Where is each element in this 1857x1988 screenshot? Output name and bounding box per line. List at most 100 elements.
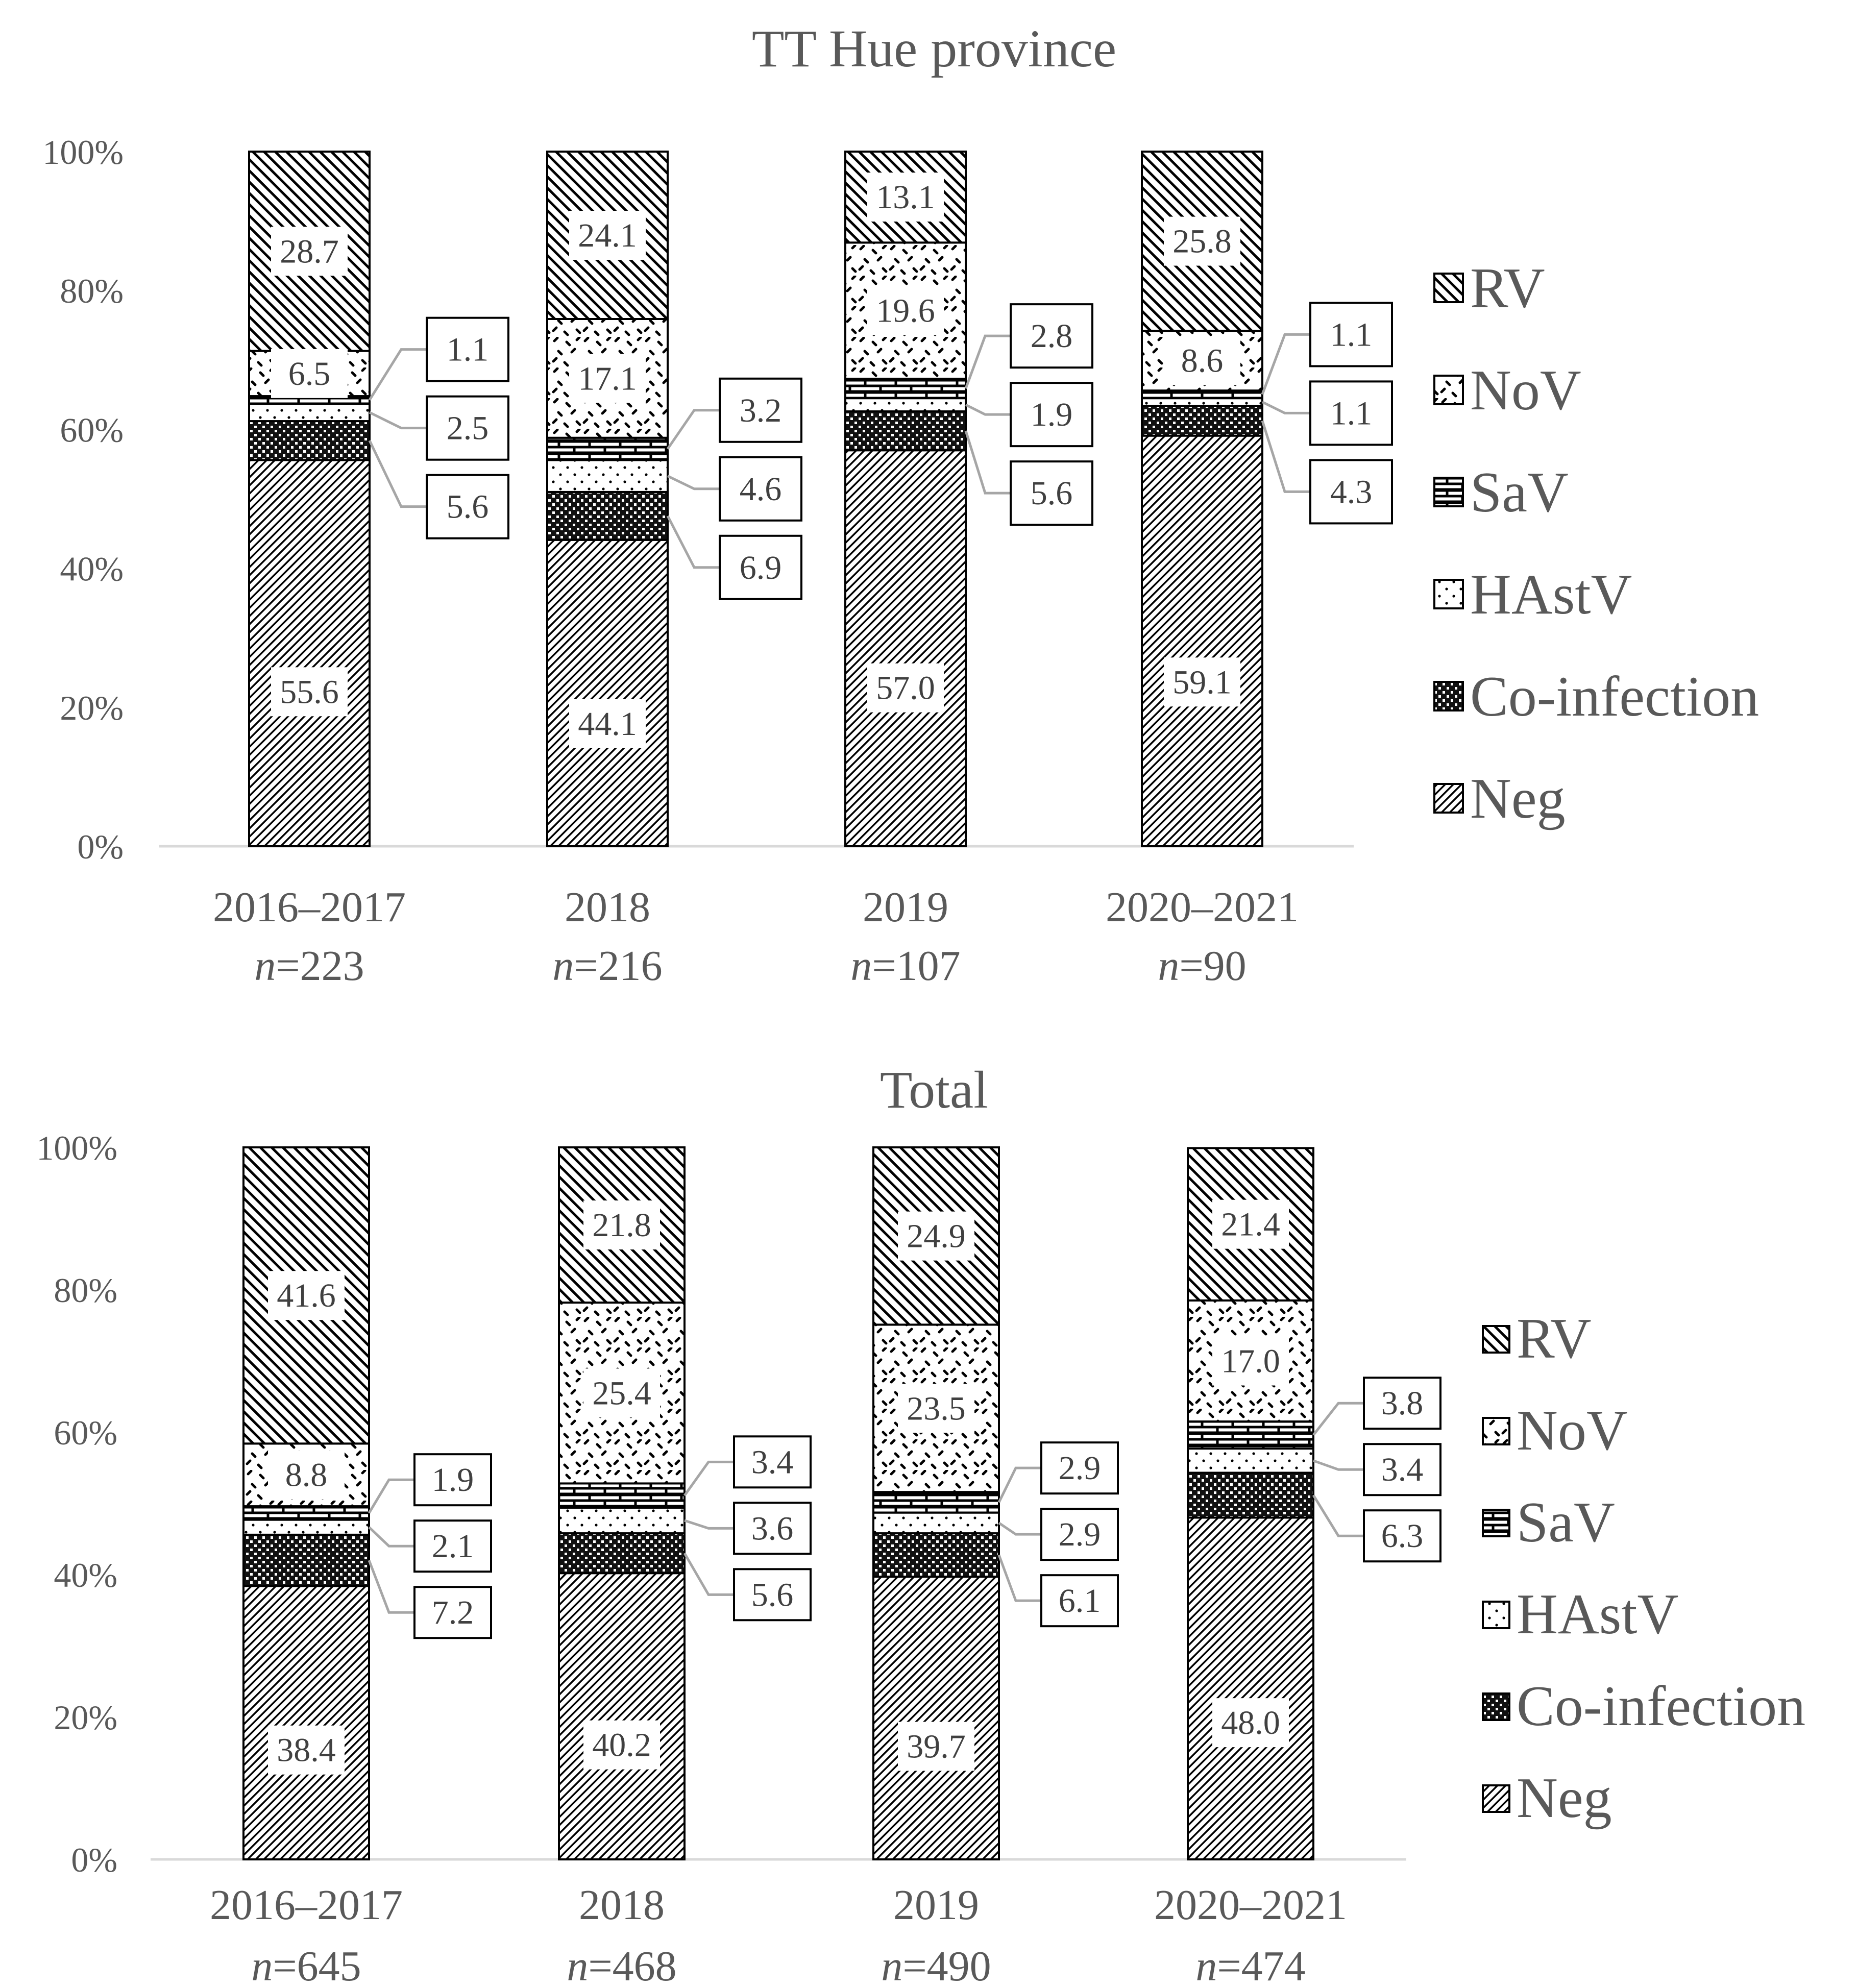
bar-segment-co-infection: [558, 1532, 686, 1575]
callout-label: 3.4: [751, 1443, 794, 1481]
x-category-label: 2019: [863, 883, 948, 931]
data-label: 39.7: [907, 1728, 966, 1765]
callout-box: [733, 1502, 812, 1555]
callout-box: [426, 474, 509, 539]
callout-leader-line: [683, 1552, 734, 1596]
callout-label: 4.3: [1330, 473, 1373, 510]
callout-leader-line: [1312, 1494, 1364, 1537]
legend-item-sav: SaV: [1433, 461, 1569, 524]
bar-segment-neg: [558, 1572, 686, 1860]
callout-label: 2.8: [1031, 317, 1073, 355]
data-label-bg: [271, 227, 348, 276]
sample-size-label: n=107: [850, 942, 960, 990]
legend-label: SaV: [1517, 1491, 1615, 1554]
bar-segment-hastv: [1187, 1447, 1314, 1474]
bar-segment-hastv: [546, 459, 669, 493]
data-label-bg: [583, 1368, 660, 1418]
data-label-bg: [271, 349, 348, 398]
callout-box: [733, 1435, 812, 1489]
data-label: 38.4: [277, 1732, 336, 1769]
data-label: 13.1: [876, 179, 935, 216]
callout-label: 1.1: [1330, 395, 1373, 432]
legend-item-co-infection: Co-infection: [1482, 1675, 1805, 1738]
legend-label: Co-infection: [1470, 665, 1759, 728]
y-tick-label: 100%: [36, 1128, 117, 1167]
callout-box: [1040, 1574, 1119, 1628]
bar-segment-sav: [558, 1482, 686, 1509]
callout-box: [1363, 1377, 1441, 1430]
data-label: 8.8: [285, 1457, 328, 1494]
callout-label: 1.9: [1031, 396, 1073, 433]
callout-box: [426, 395, 509, 461]
data-label: 19.6: [876, 292, 935, 330]
data-label: 17.1: [578, 360, 637, 397]
sample-size-label: n=474: [1195, 1943, 1305, 1988]
callout-leader-line: [666, 515, 720, 569]
data-label-bg: [271, 667, 348, 717]
callout-box: [413, 1453, 492, 1507]
callout-label: 1.1: [1330, 316, 1373, 353]
legend-swatch: [1433, 783, 1464, 814]
chart-title: Total: [880, 1061, 988, 1119]
legend-label: HAstV: [1470, 563, 1632, 626]
bar-segment-hastv: [248, 403, 371, 423]
callout-box: [719, 377, 802, 443]
data-label: 57.0: [876, 670, 935, 707]
callout-box: [426, 316, 509, 382]
y-tick-label: 60%: [54, 1413, 117, 1452]
data-label: 21.8: [592, 1207, 651, 1244]
callout-leader-line: [368, 1526, 414, 1548]
callout-leader-line: [965, 403, 1011, 416]
legend-label: Neg: [1470, 767, 1566, 830]
bar-segment-neg: [546, 538, 669, 847]
callout-leader-line: [368, 348, 427, 401]
callout-leader-line: [964, 334, 1011, 389]
bar-segment-hastv: [844, 397, 967, 413]
legend-swatch: [1482, 1692, 1510, 1721]
legend-item-sav: SaV: [1482, 1491, 1615, 1554]
data-label: 44.1: [578, 705, 637, 743]
legend-swatch: [1482, 1601, 1510, 1629]
bar-segment-hastv: [558, 1506, 686, 1535]
callout-box: [719, 534, 802, 600]
data-label: 48.0: [1221, 1704, 1280, 1741]
y-tick-label: 20%: [54, 1698, 117, 1737]
data-label: 25.4: [592, 1375, 651, 1412]
legend-item-neg: Neg: [1482, 1766, 1612, 1830]
callout-label: 7.2: [432, 1594, 474, 1631]
data-label-bg: [1212, 1336, 1289, 1386]
bar-segment-co-infection: [844, 410, 967, 452]
callout-label: 2.9: [1059, 1516, 1101, 1553]
legend-item-rv: RV: [1482, 1307, 1592, 1370]
data-label: 17.0: [1221, 1343, 1280, 1380]
data-label-bg: [898, 1211, 974, 1261]
callout-label: 2.1: [432, 1528, 474, 1565]
legend-label: RV: [1470, 257, 1545, 320]
data-label: 41.6: [277, 1277, 336, 1314]
bar-segment-rv: [1187, 1147, 1314, 1302]
sample-size-label: n=645: [251, 1943, 361, 1988]
legend-item-hastv: HAstV: [1433, 563, 1632, 626]
y-tick-label: 40%: [54, 1556, 117, 1594]
callout-label: 5.6: [1031, 475, 1073, 512]
callout-leader-line: [667, 475, 720, 490]
bar-segment-neg: [844, 449, 967, 847]
data-label-bg: [1164, 336, 1240, 385]
callout-box: [413, 1519, 492, 1573]
legend-label: Neg: [1517, 1766, 1612, 1830]
callout-label: 3.2: [740, 392, 782, 429]
data-label-bg: [569, 699, 646, 748]
bar-segment-sav: [1141, 389, 1263, 400]
legend-label: NoV: [1517, 1399, 1628, 1462]
callout-leader-line: [666, 409, 720, 450]
y-tick-label: 0%: [77, 827, 124, 866]
data-label-bg: [268, 1271, 345, 1320]
callout-box: [719, 456, 802, 522]
legend-swatch: [1482, 1417, 1510, 1445]
data-label-bg: [569, 211, 646, 260]
legend-label: Co-infection: [1517, 1675, 1805, 1738]
data-label: 23.5: [907, 1390, 966, 1427]
data-label-bg: [867, 663, 944, 713]
legend-label: SaV: [1470, 461, 1569, 524]
